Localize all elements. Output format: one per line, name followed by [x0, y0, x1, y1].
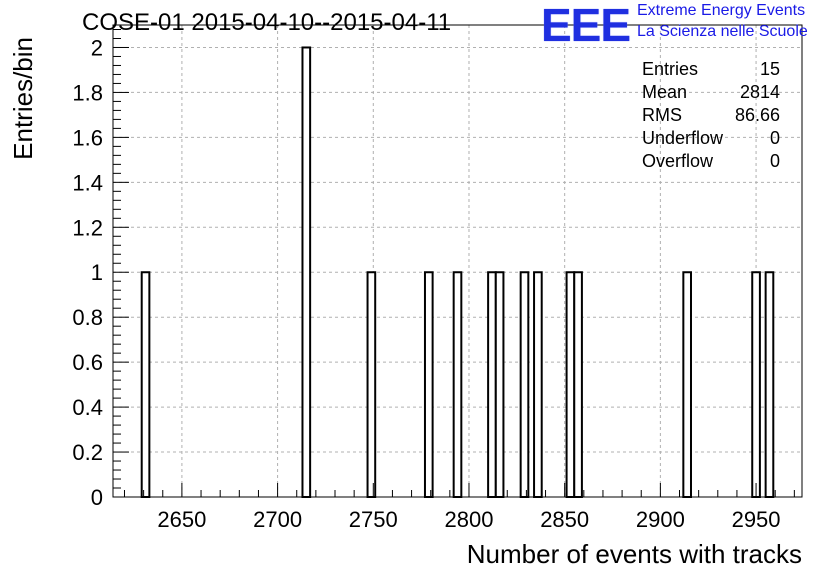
stat-value: 15: [759, 59, 780, 79]
stat-key: RMS: [642, 105, 682, 125]
tick-labels: 0 0.2 0.4 0.6 0.8 1 1.2 1.4 1.6 1.8 2 2650 2700 2750 2…: [72, 35, 780, 532]
histogram-bar: [519, 271, 530, 498]
y-tick-label: 1.8: [72, 80, 103, 105]
stat-value: 0: [769, 128, 780, 148]
y-tick-label: 1.6: [72, 125, 103, 150]
x-tick-label: 2700: [253, 507, 302, 532]
y-tick-label: 0.8: [72, 305, 103, 330]
x-tick-label: 2850: [540, 507, 589, 532]
stat-value: 0: [769, 151, 780, 171]
stat-mean: Mean 2814: [642, 82, 780, 104]
histogram-bar: [573, 271, 583, 498]
stat-underflow: Underflow 0: [642, 128, 780, 150]
histogram-bar: [565, 271, 576, 498]
histogram-bar: [764, 271, 775, 498]
x-tick-label: 2950: [732, 507, 781, 532]
y-tick-label: 0: [91, 485, 103, 510]
histogram-bar: [452, 271, 463, 498]
stat-value: 2814: [739, 82, 780, 102]
histogram-bar: [682, 271, 692, 498]
y-tick-label: 0.2: [72, 440, 103, 465]
stat-overflow: Overflow 0: [642, 151, 780, 173]
histogram-bar: [533, 271, 543, 498]
x-axis-label: Number of events with tracks: [467, 539, 802, 569]
y-tick-label: 0.4: [72, 395, 103, 420]
histogram-bar: [366, 271, 377, 498]
y-tick-label: 1: [91, 260, 103, 285]
chart-title: COSE-01 2015-04-10--2015-04-11: [82, 9, 452, 36]
y-tick-label: 1.4: [72, 170, 103, 195]
histogram-bar: [751, 271, 761, 498]
stat-value: 86.66: [734, 105, 780, 125]
eee-logo: EEE: [541, 0, 631, 51]
stat-entries: Entries 15: [642, 59, 780, 81]
x-tick-label: 2900: [636, 507, 685, 532]
y-tick-label: 1.2: [72, 215, 103, 240]
y-axis-label: Entries/bin: [8, 37, 38, 160]
histogram-bar: [140, 271, 151, 498]
y-tick-label: 0.6: [72, 350, 103, 375]
histogram-bar: [487, 271, 497, 498]
stat-key: Mean: [642, 82, 688, 102]
stat-rms: RMS 86.66: [642, 105, 780, 127]
logo-line-2: La Scienza nelle Scuole: [637, 23, 808, 40]
y-tick-label: 2: [91, 35, 103, 60]
logo-line-1: Extreme Energy Events: [637, 2, 806, 19]
histogram-bar: [494, 271, 505, 498]
histogram-bar: [423, 271, 434, 498]
plot-frame: [112, 24, 803, 498]
x-tick-label: 2750: [349, 507, 398, 532]
histogram-bar: [301, 46, 312, 498]
x-tick-label: 2650: [157, 507, 206, 532]
stat-key: Entries: [642, 59, 699, 79]
stat-key: Underflow: [642, 128, 724, 148]
stat-key: Overflow: [642, 151, 714, 171]
axis-ticks: [113, 28, 795, 498]
x-tick-label: 2800: [445, 507, 494, 532]
